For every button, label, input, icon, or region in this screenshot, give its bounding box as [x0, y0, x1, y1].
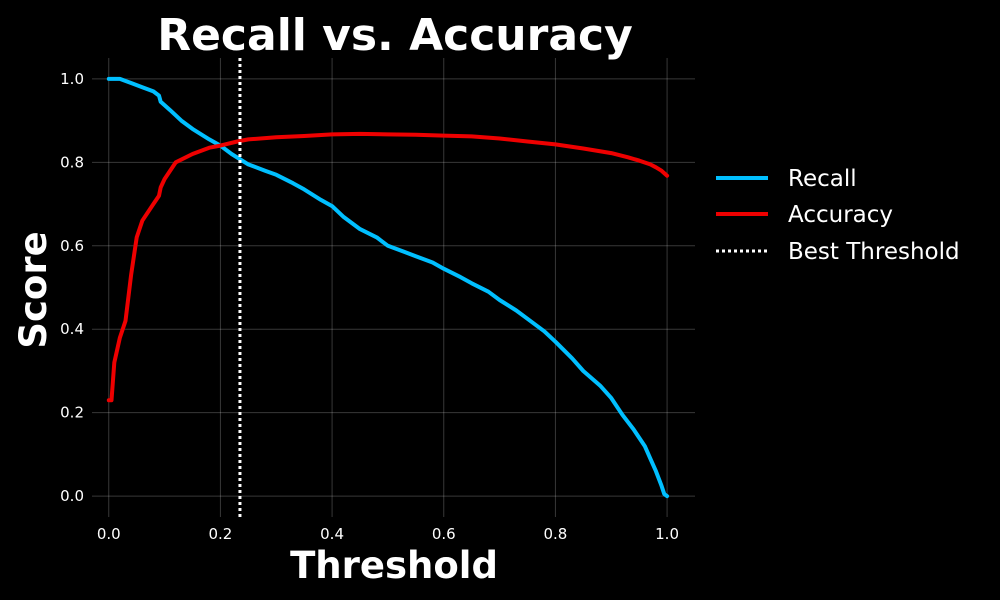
y-tick-label: 0.6: [60, 237, 84, 255]
y-axis-title: Score: [12, 231, 55, 348]
legend-label-best-threshold: Best Threshold: [788, 239, 960, 265]
legend-item-accuracy: Accuracy: [716, 202, 893, 228]
legend-item-recall: Recall: [716, 166, 857, 192]
x-tick-label: 0.4: [320, 525, 344, 543]
legend-label-accuracy: Accuracy: [788, 202, 893, 228]
series-line-recall: [106, 76, 670, 499]
tick-labels: 0.0 0.2 0.4 0.6 0.8 1.0 0.0 0.2 0.4 0.6 0.8 1.0: [60, 70, 679, 543]
x-tick-label: 0.8: [543, 525, 567, 543]
y-tick-label: 1.0: [60, 70, 84, 88]
x-tick-label: 0.0: [97, 525, 121, 543]
legend-item-best-threshold: Best Threshold: [716, 239, 960, 265]
x-axis-title: Threshold: [290, 544, 498, 587]
y-tick-label: 0.2: [60, 404, 84, 422]
series-line-accuracy: [106, 131, 670, 403]
y-tick-label: 0.0: [60, 487, 84, 505]
series-layer: [106, 76, 670, 499]
y-tick-label: 0.4: [60, 320, 84, 338]
chart-title: Recall vs. Accuracy: [157, 10, 633, 61]
y-tick-label: 0.8: [60, 153, 84, 171]
legend: Recall Accuracy Best Threshold: [716, 166, 960, 265]
x-tick-label: 0.6: [432, 525, 456, 543]
x-tick-label: 0.2: [208, 525, 232, 543]
legend-label-recall: Recall: [788, 166, 857, 192]
x-tick-label: 1.0: [655, 525, 679, 543]
